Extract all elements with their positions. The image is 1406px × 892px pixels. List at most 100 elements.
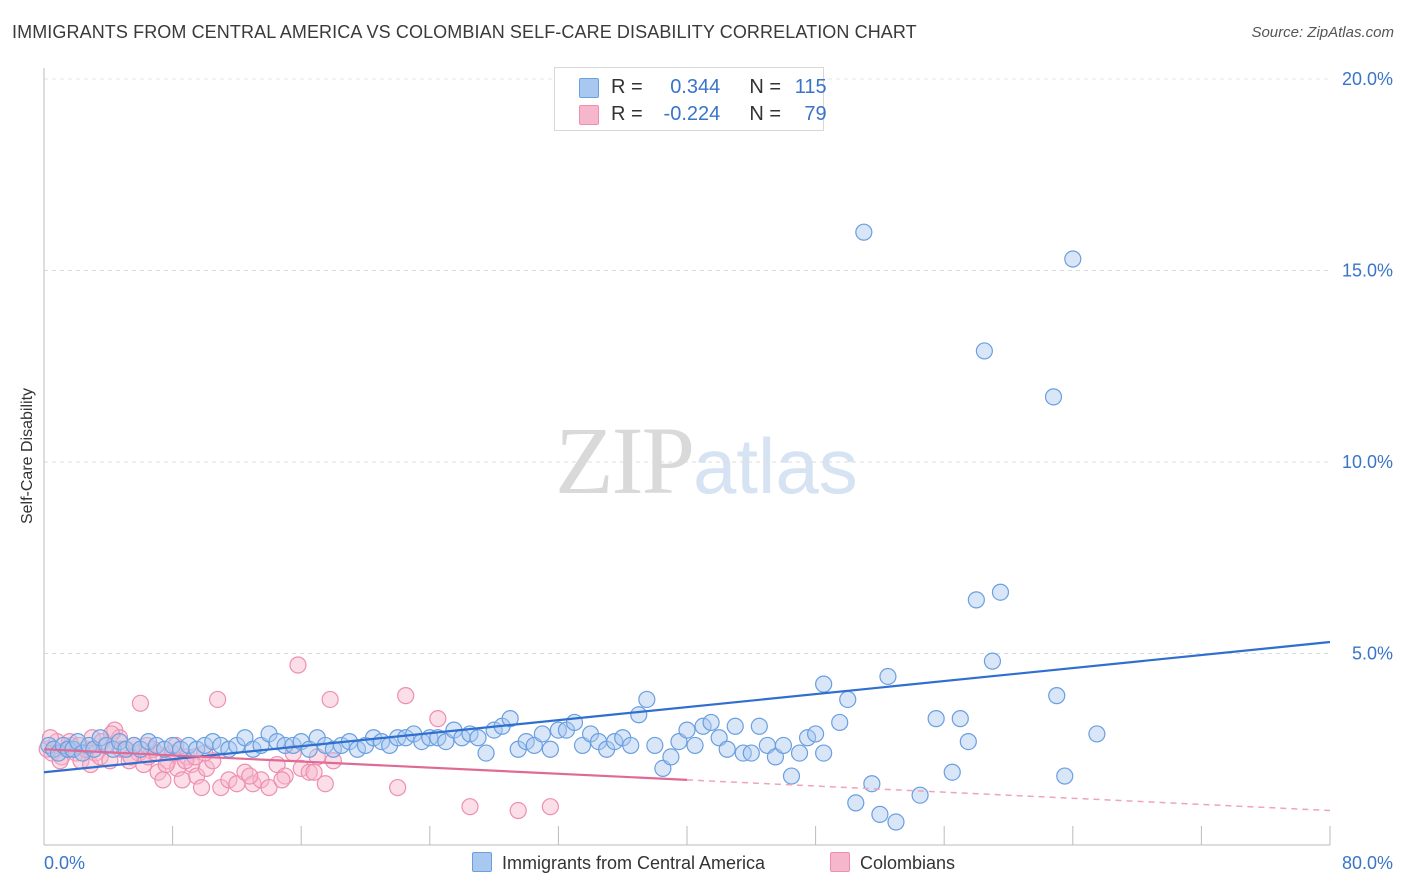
trend-line-colombians	[43, 748, 688, 781]
central-america-point	[750, 717, 768, 735]
central-america-point	[533, 725, 551, 743]
y-tick-label: 10.0%	[1342, 452, 1393, 472]
central-america-point	[871, 805, 889, 823]
legend-item-colombians: Colombians	[830, 852, 955, 874]
n-value: 115	[794, 76, 827, 98]
central-america-point	[702, 713, 720, 732]
colombians-point	[241, 767, 259, 785]
central-america-point	[943, 763, 961, 781]
central-america-point	[477, 744, 495, 762]
r-label: R =	[611, 103, 643, 125]
central-america-point	[967, 591, 985, 609]
colombians-point	[429, 710, 447, 728]
chart-title: IMMIGRANTS FROM CENTRAL AMERICA VS COLOM…	[12, 22, 917, 42]
central-america-point	[139, 732, 158, 751]
axes	[43, 68, 1331, 846]
central-america-point	[887, 813, 905, 831]
source-note: Source: ZipAtlas.com	[1251, 24, 1394, 41]
tick-labels: 5.0% 10.0% 15.0% 20.0% 0.0% 80.0%	[44, 69, 1393, 873]
central-america-point	[501, 710, 519, 728]
central-america-point	[798, 729, 817, 747]
colombians-point	[389, 778, 407, 797]
n-label: N =	[749, 76, 782, 98]
legend-label-colombians: Colombians	[860, 853, 956, 873]
x-tick-label-min: 0.0%	[44, 853, 85, 873]
central-america-point	[726, 717, 744, 735]
central-america-point	[622, 736, 640, 755]
colombians-point	[461, 798, 479, 816]
stats-legend: R = 0.344 N = 115 R = -0.224 N = 79	[554, 67, 827, 131]
trend-line-colombians-extension	[686, 779, 1331, 812]
n-label: N =	[749, 103, 782, 125]
y-tick-label: 15.0%	[1342, 261, 1393, 281]
central-america-point	[1044, 388, 1063, 406]
central-america-point	[951, 710, 969, 728]
colombians-point	[173, 771, 191, 789]
r-label: R =	[611, 76, 643, 98]
trend-line-central-america	[43, 640, 1331, 774]
central-america-point	[469, 729, 487, 747]
watermark-atlas: atlas	[693, 422, 858, 510]
colombians-point	[397, 687, 415, 705]
y-tick-label: 5.0%	[1352, 644, 1393, 664]
legend-swatch-blue	[579, 78, 599, 98]
r-value: 0.344	[670, 76, 721, 98]
central-america-point	[774, 736, 793, 755]
colombians-point	[305, 763, 323, 781]
y-tick-label: 20.0%	[1342, 69, 1393, 89]
central-america-point	[959, 732, 977, 751]
colombians-point	[131, 694, 150, 712]
r-value: -0.224	[663, 103, 721, 125]
central-america-point	[646, 736, 664, 755]
central-america-point	[541, 740, 559, 758]
colombians-point	[273, 771, 291, 789]
legend-swatch-pink	[579, 105, 599, 125]
colombians-point	[260, 778, 278, 797]
central-america-point	[975, 342, 993, 360]
colombians-point	[289, 656, 307, 674]
watermark-zip: ZIP	[555, 407, 695, 514]
central-america-point	[686, 736, 704, 755]
legend-swatch-blue	[472, 852, 492, 872]
colombians-point	[509, 801, 527, 820]
colombians-point	[316, 775, 334, 793]
central-america-point	[1064, 250, 1082, 268]
n-value: 79	[804, 103, 827, 125]
central-america-point	[927, 710, 945, 728]
central-america-point	[815, 744, 833, 762]
central-america-point	[606, 732, 624, 751]
colombians-point	[154, 771, 172, 789]
central-america-point	[630, 706, 648, 724]
central-america-point	[991, 583, 1010, 601]
colombians-point	[292, 759, 310, 778]
central-america-point	[694, 717, 712, 735]
central-america-point	[638, 690, 656, 709]
legend-label-central-america: Immigrants from Central America	[502, 853, 766, 873]
central-america-point	[879, 667, 897, 686]
central-america-point	[1056, 767, 1074, 785]
central-america-point	[911, 786, 929, 804]
central-america-point	[1048, 687, 1066, 705]
central-america-point	[782, 767, 801, 785]
central-america-point	[678, 721, 696, 739]
central-america-point	[662, 748, 680, 766]
central-america-point	[742, 744, 760, 762]
x-tick-label-max: 80.0%	[1342, 853, 1393, 873]
central-america-point	[831, 713, 849, 732]
colombians-point	[209, 690, 227, 709]
central-america-point	[204, 732, 222, 751]
central-america-point	[983, 652, 1002, 670]
central-america-point	[517, 732, 535, 751]
central-america-points	[40, 223, 1106, 831]
legend-item-central-america: Immigrants from Central America	[472, 852, 765, 874]
central-america-point	[397, 729, 415, 747]
central-america-point	[839, 690, 857, 709]
colombians-point	[192, 778, 211, 797]
colombians-point	[321, 690, 339, 709]
central-america-point	[806, 725, 825, 743]
central-america-point	[855, 223, 873, 241]
colombians-point	[541, 798, 559, 816]
trend-lines	[43, 640, 1331, 812]
central-america-point	[790, 744, 809, 762]
